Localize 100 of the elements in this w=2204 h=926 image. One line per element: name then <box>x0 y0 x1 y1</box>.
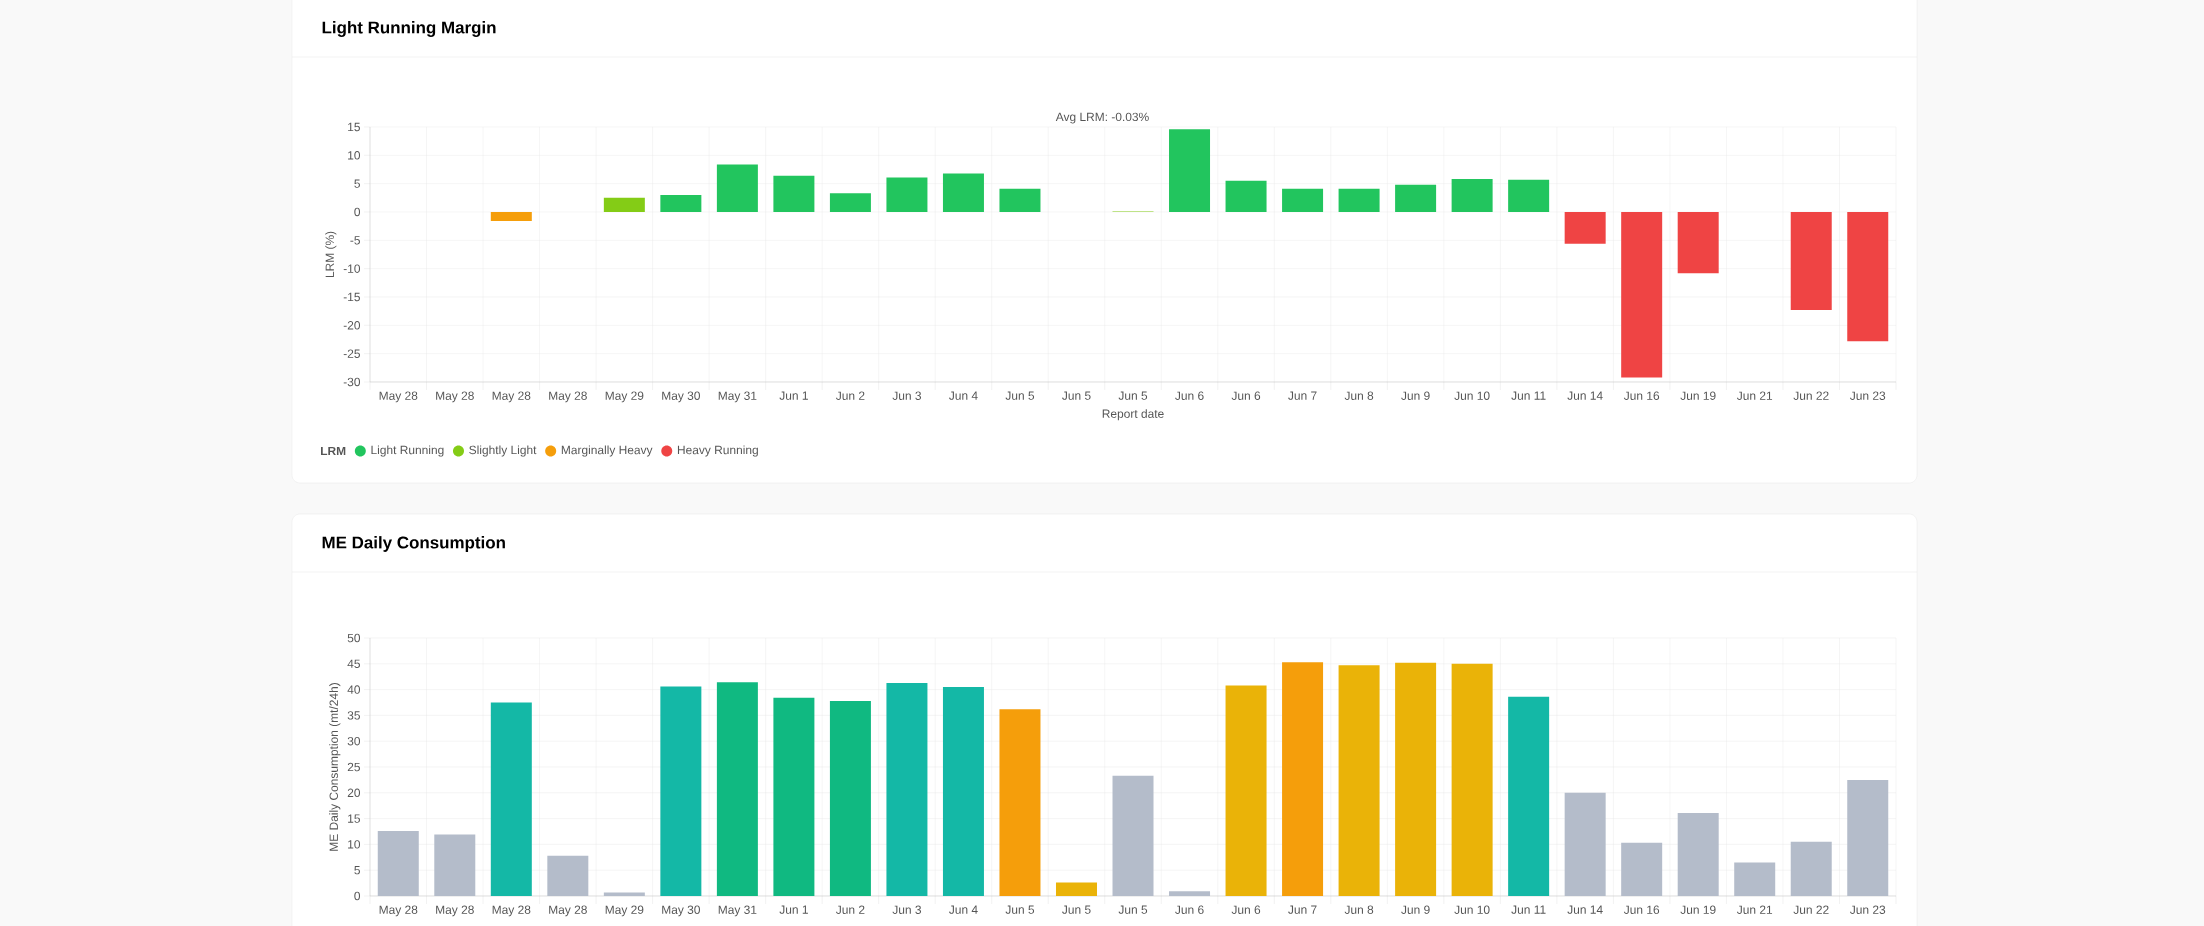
bar <box>1225 685 1267 896</box>
x-tick-label: Jun 4 <box>949 905 978 914</box>
x-tick-label: May 28 <box>436 391 474 403</box>
y-tick-label: 5 <box>354 179 360 188</box>
y-tick-label: 15 <box>348 814 360 823</box>
x-tick-label: Jun 19 <box>1680 391 1716 400</box>
x-tick-label: May 28 <box>492 905 531 917</box>
x-tick-label: Jun 10 <box>1454 391 1490 400</box>
bar <box>716 682 758 896</box>
x-tick-label: Jun 6 <box>1231 391 1261 400</box>
x-tick-label: Jun 5 <box>1005 391 1035 400</box>
x-tick-label: Jun 3 <box>892 905 922 914</box>
y-tick-label: 35 <box>347 711 360 720</box>
chart-title: Light Running Margin <box>322 21 496 37</box>
x-tick-label: Jun 11 <box>1511 905 1546 914</box>
y-tick-label: 50 <box>347 633 361 643</box>
y-tick-label: 45 <box>347 659 360 668</box>
y-tick-label: -20 <box>343 321 361 330</box>
y-tick-label: -10 <box>343 264 361 273</box>
x-tick-label: Jun 16 <box>1623 905 1660 914</box>
x-tick-label: Jun 10 <box>1454 905 1490 914</box>
bar <box>1508 179 1550 212</box>
y-tick-label: 10 <box>348 151 361 160</box>
bar <box>1847 211 1889 342</box>
bar <box>886 177 928 212</box>
x-tick-label: Jun 5 <box>1005 905 1035 914</box>
legend-label: Marginally Heavy <box>561 445 653 457</box>
legend-label: Heavy Running <box>677 445 758 457</box>
bar <box>1451 179 1493 212</box>
x-tick-label: Jun 1 <box>779 391 808 400</box>
x-tick-label: Jun 9 <box>1401 905 1430 914</box>
x-tick-label: May 30 <box>662 391 700 403</box>
legend-title: LRM <box>321 446 346 456</box>
x-tick-label: Jun 5 <box>1062 391 1091 400</box>
x-tick-label: May 30 <box>662 905 700 917</box>
x-tick-label: Jun 7 <box>1288 391 1317 400</box>
x-tick-label: Jun 8 <box>1344 391 1374 400</box>
bar <box>942 687 984 896</box>
x-tick-label: May 29 <box>605 905 644 917</box>
x-tick-label: Jun 23 <box>1849 391 1886 400</box>
bar <box>829 193 871 212</box>
bar <box>1282 662 1324 896</box>
x-tick-label: May 28 <box>492 391 531 403</box>
y-tick-label: 25 <box>347 762 360 772</box>
bar <box>490 211 532 222</box>
bar <box>1508 696 1550 896</box>
bar <box>999 188 1041 212</box>
legend-label: Light Running <box>371 445 444 457</box>
x-tick-label: Jun 14 <box>1567 391 1603 400</box>
x-tick-label: Jun 2 <box>835 391 865 400</box>
bar <box>1451 663 1493 896</box>
x-tick-label: May 28 <box>436 905 474 917</box>
bar <box>773 175 815 212</box>
bar <box>1338 188 1380 212</box>
x-tick-label: Jun 21 <box>1736 391 1773 400</box>
y-tick-label: 15 <box>348 122 360 132</box>
bar <box>1282 188 1324 212</box>
x-tick-label: Jun 1 <box>779 905 808 914</box>
x-tick-label: Jun 6 <box>1231 905 1261 914</box>
x-tick-label: Jun 2 <box>835 905 865 914</box>
x-tick-label: Jun 11 <box>1511 391 1546 400</box>
bar <box>773 697 815 896</box>
x-tick-label: Jun 23 <box>1849 905 1886 914</box>
y-axis-title: LRM (%) <box>325 231 337 278</box>
y-axis-title: ME Daily Consumption (mt/24h) <box>329 683 341 851</box>
text: Avg LRM: -0.03% <box>1055 112 1149 124</box>
x-tick-label: May 28 <box>549 391 587 403</box>
x-tick-label: Jun 3 <box>892 391 922 400</box>
x-tick-label: Jun 19 <box>1680 905 1716 914</box>
bar <box>1225 180 1267 212</box>
bar <box>1790 211 1832 311</box>
bar <box>1395 184 1437 212</box>
bar <box>603 197 645 212</box>
bar <box>490 702 532 896</box>
bar <box>999 709 1041 896</box>
x-tick-label: Jun 5 <box>1118 391 1148 400</box>
x-tick-label: May 28 <box>379 391 418 403</box>
x-tick-label: Jun 22 <box>1793 391 1829 400</box>
x-tick-label: May 31 <box>718 391 757 403</box>
bar <box>886 682 928 896</box>
bar <box>1055 882 1097 896</box>
bar <box>1564 211 1606 244</box>
x-tick-label: Jun 22 <box>1793 905 1829 914</box>
x-tick-label: Jun 5 <box>1118 905 1148 914</box>
x-tick-label: Jun 6 <box>1175 391 1204 400</box>
x-tick-label: Jun 9 <box>1401 391 1430 400</box>
x-tick-label: May 31 <box>718 905 757 917</box>
y-tick-label: 0 <box>354 207 361 217</box>
bar <box>829 700 871 896</box>
bar <box>1338 665 1380 896</box>
x-tick-label: Jun 5 <box>1062 905 1091 914</box>
x-tick-label: May 28 <box>549 905 587 917</box>
legend-label: Slightly Light <box>469 445 537 457</box>
x-tick-label: May 28 <box>379 905 418 917</box>
x-tick-label: Jun 6 <box>1175 905 1204 914</box>
x-tick-label: Jun 16 <box>1623 391 1660 400</box>
y-tick-label: -25 <box>343 349 360 358</box>
y-tick-label: 10 <box>348 840 361 849</box>
bar <box>1169 129 1211 212</box>
bar <box>660 194 702 212</box>
